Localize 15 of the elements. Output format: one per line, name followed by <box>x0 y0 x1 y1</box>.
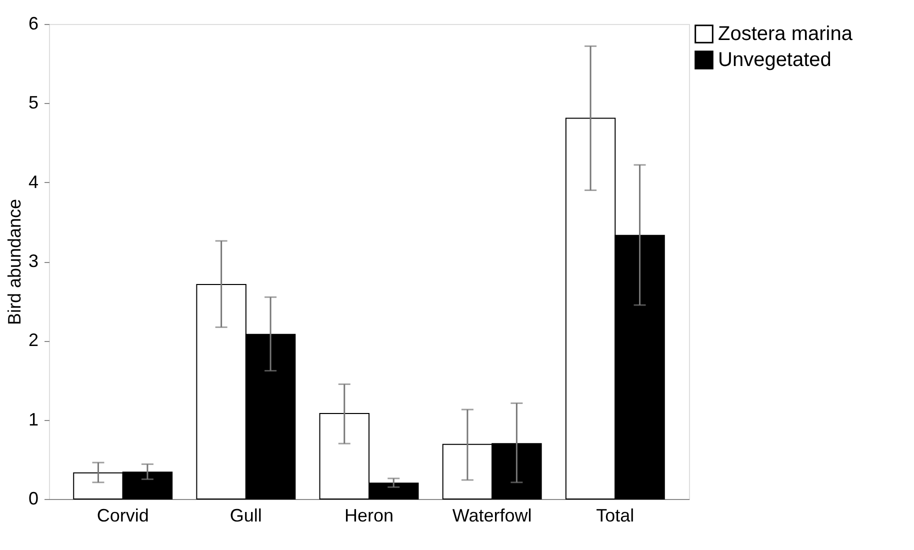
y-tick-label: 5 <box>28 92 38 113</box>
y-tick-label: 4 <box>28 172 38 192</box>
x-tick-label: Total <box>596 506 634 526</box>
y-tick-label: 2 <box>28 330 38 350</box>
y-tick-label: 1 <box>28 409 38 430</box>
legend-label: Unvegetated <box>718 49 832 71</box>
y-axis-title: Bird abundance <box>4 198 24 326</box>
y-tick-label: 6 <box>28 14 38 34</box>
y-tick-label: 0 <box>28 488 38 508</box>
x-tick-label: Waterfowl <box>452 506 532 526</box>
x-tick-label: Corvid <box>96 506 149 526</box>
legend-label: Zostera marina <box>718 23 854 45</box>
x-tick-label: Gull <box>230 506 262 526</box>
y-tick-label: 3 <box>28 251 38 271</box>
x-tick-label: Heron <box>344 506 394 526</box>
